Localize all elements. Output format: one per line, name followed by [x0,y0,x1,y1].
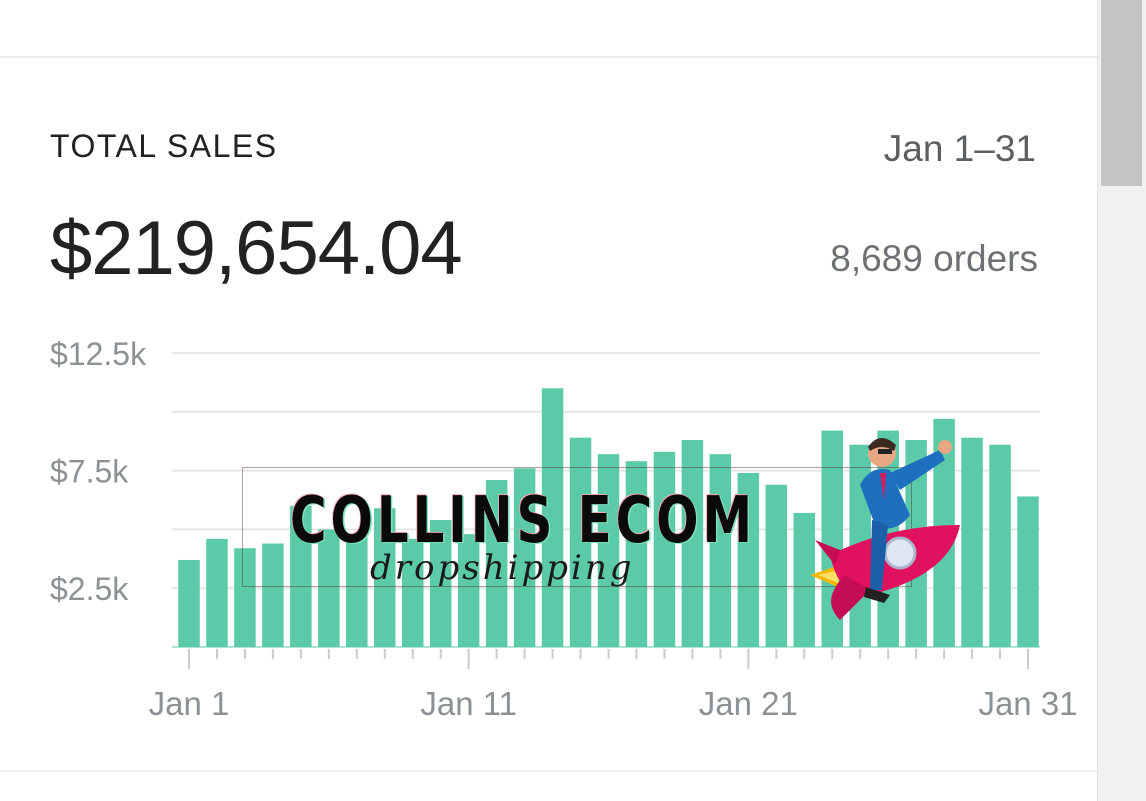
bar-jan-15[interactable] [569,437,592,647]
scrollbar-thumb[interactable] [1101,0,1142,186]
x-tick-label: Jan 31 [978,685,1077,722]
chart-labels: $2.5k $7.5k $12.5k Jan 1 Jan 11 Jan 21 Jan 31 [50,336,1078,722]
bar-jan-29[interactable] [961,437,983,647]
bar-jan-4[interactable] [262,543,284,647]
x-tick-label: Jan 1 [149,685,230,722]
card-title: TOTAL SALES [50,128,278,164]
bar-jan-7[interactable] [346,536,368,647]
bar-jan-5[interactable] [290,505,312,647]
bar-jan-8[interactable] [374,508,396,647]
y-tick-label: $2.5k [50,571,129,607]
bar-jan-23[interactable] [793,512,816,647]
top-divider [0,56,1097,58]
watermark-frame [242,467,912,587]
bar-jan-14[interactable] [541,388,564,647]
rocket-mascot-icon [810,437,960,620]
bar-jan-31[interactable] [1017,496,1039,647]
watermark-logo-subtitle: dropshipping [370,548,635,588]
bar-jan-18[interactable] [653,451,676,647]
bar-jan-3[interactable] [234,548,256,647]
bar-jan-30[interactable] [989,444,1011,647]
bottom-divider [0,770,1097,772]
bar-jan-17[interactable] [625,461,648,647]
y-tick-label: $7.5k [50,454,129,490]
total-sales-value: $219,654.04 [50,206,463,291]
sales-bar-chart: $2.5k $7.5k $12.5k Jan 1 Jan 11 Jan 21 Jan 31 [50,336,1078,722]
chart-x-axis [172,646,1040,669]
bar-jan-9[interactable] [401,538,424,647]
bar-jan-12[interactable] [485,480,508,647]
date-range[interactable]: Jan 1–31 [883,128,1036,169]
bar-jan-10[interactable] [429,519,452,647]
bar-jan-13[interactable] [513,468,536,647]
orders-count: 8,689 orders [830,238,1038,279]
bar-jan-20[interactable] [709,454,732,647]
x-tick-label: Jan 21 [699,685,798,722]
bar-jan-6[interactable] [318,529,340,647]
bar-jan-21[interactable] [737,472,760,647]
bar-jan-1[interactable] [178,559,200,647]
watermark-logo-title: COLLINS ECOM [290,484,757,558]
y-tick-label: $12.5k [50,336,147,372]
bar-jan-11[interactable] [457,534,480,647]
bar-jan-19[interactable] [681,440,704,647]
bar-jan-22[interactable] [765,484,788,647]
bar-jan-2[interactable] [206,538,228,647]
x-tick-label: Jan 11 [420,685,517,722]
bar-jan-16[interactable] [597,454,620,647]
